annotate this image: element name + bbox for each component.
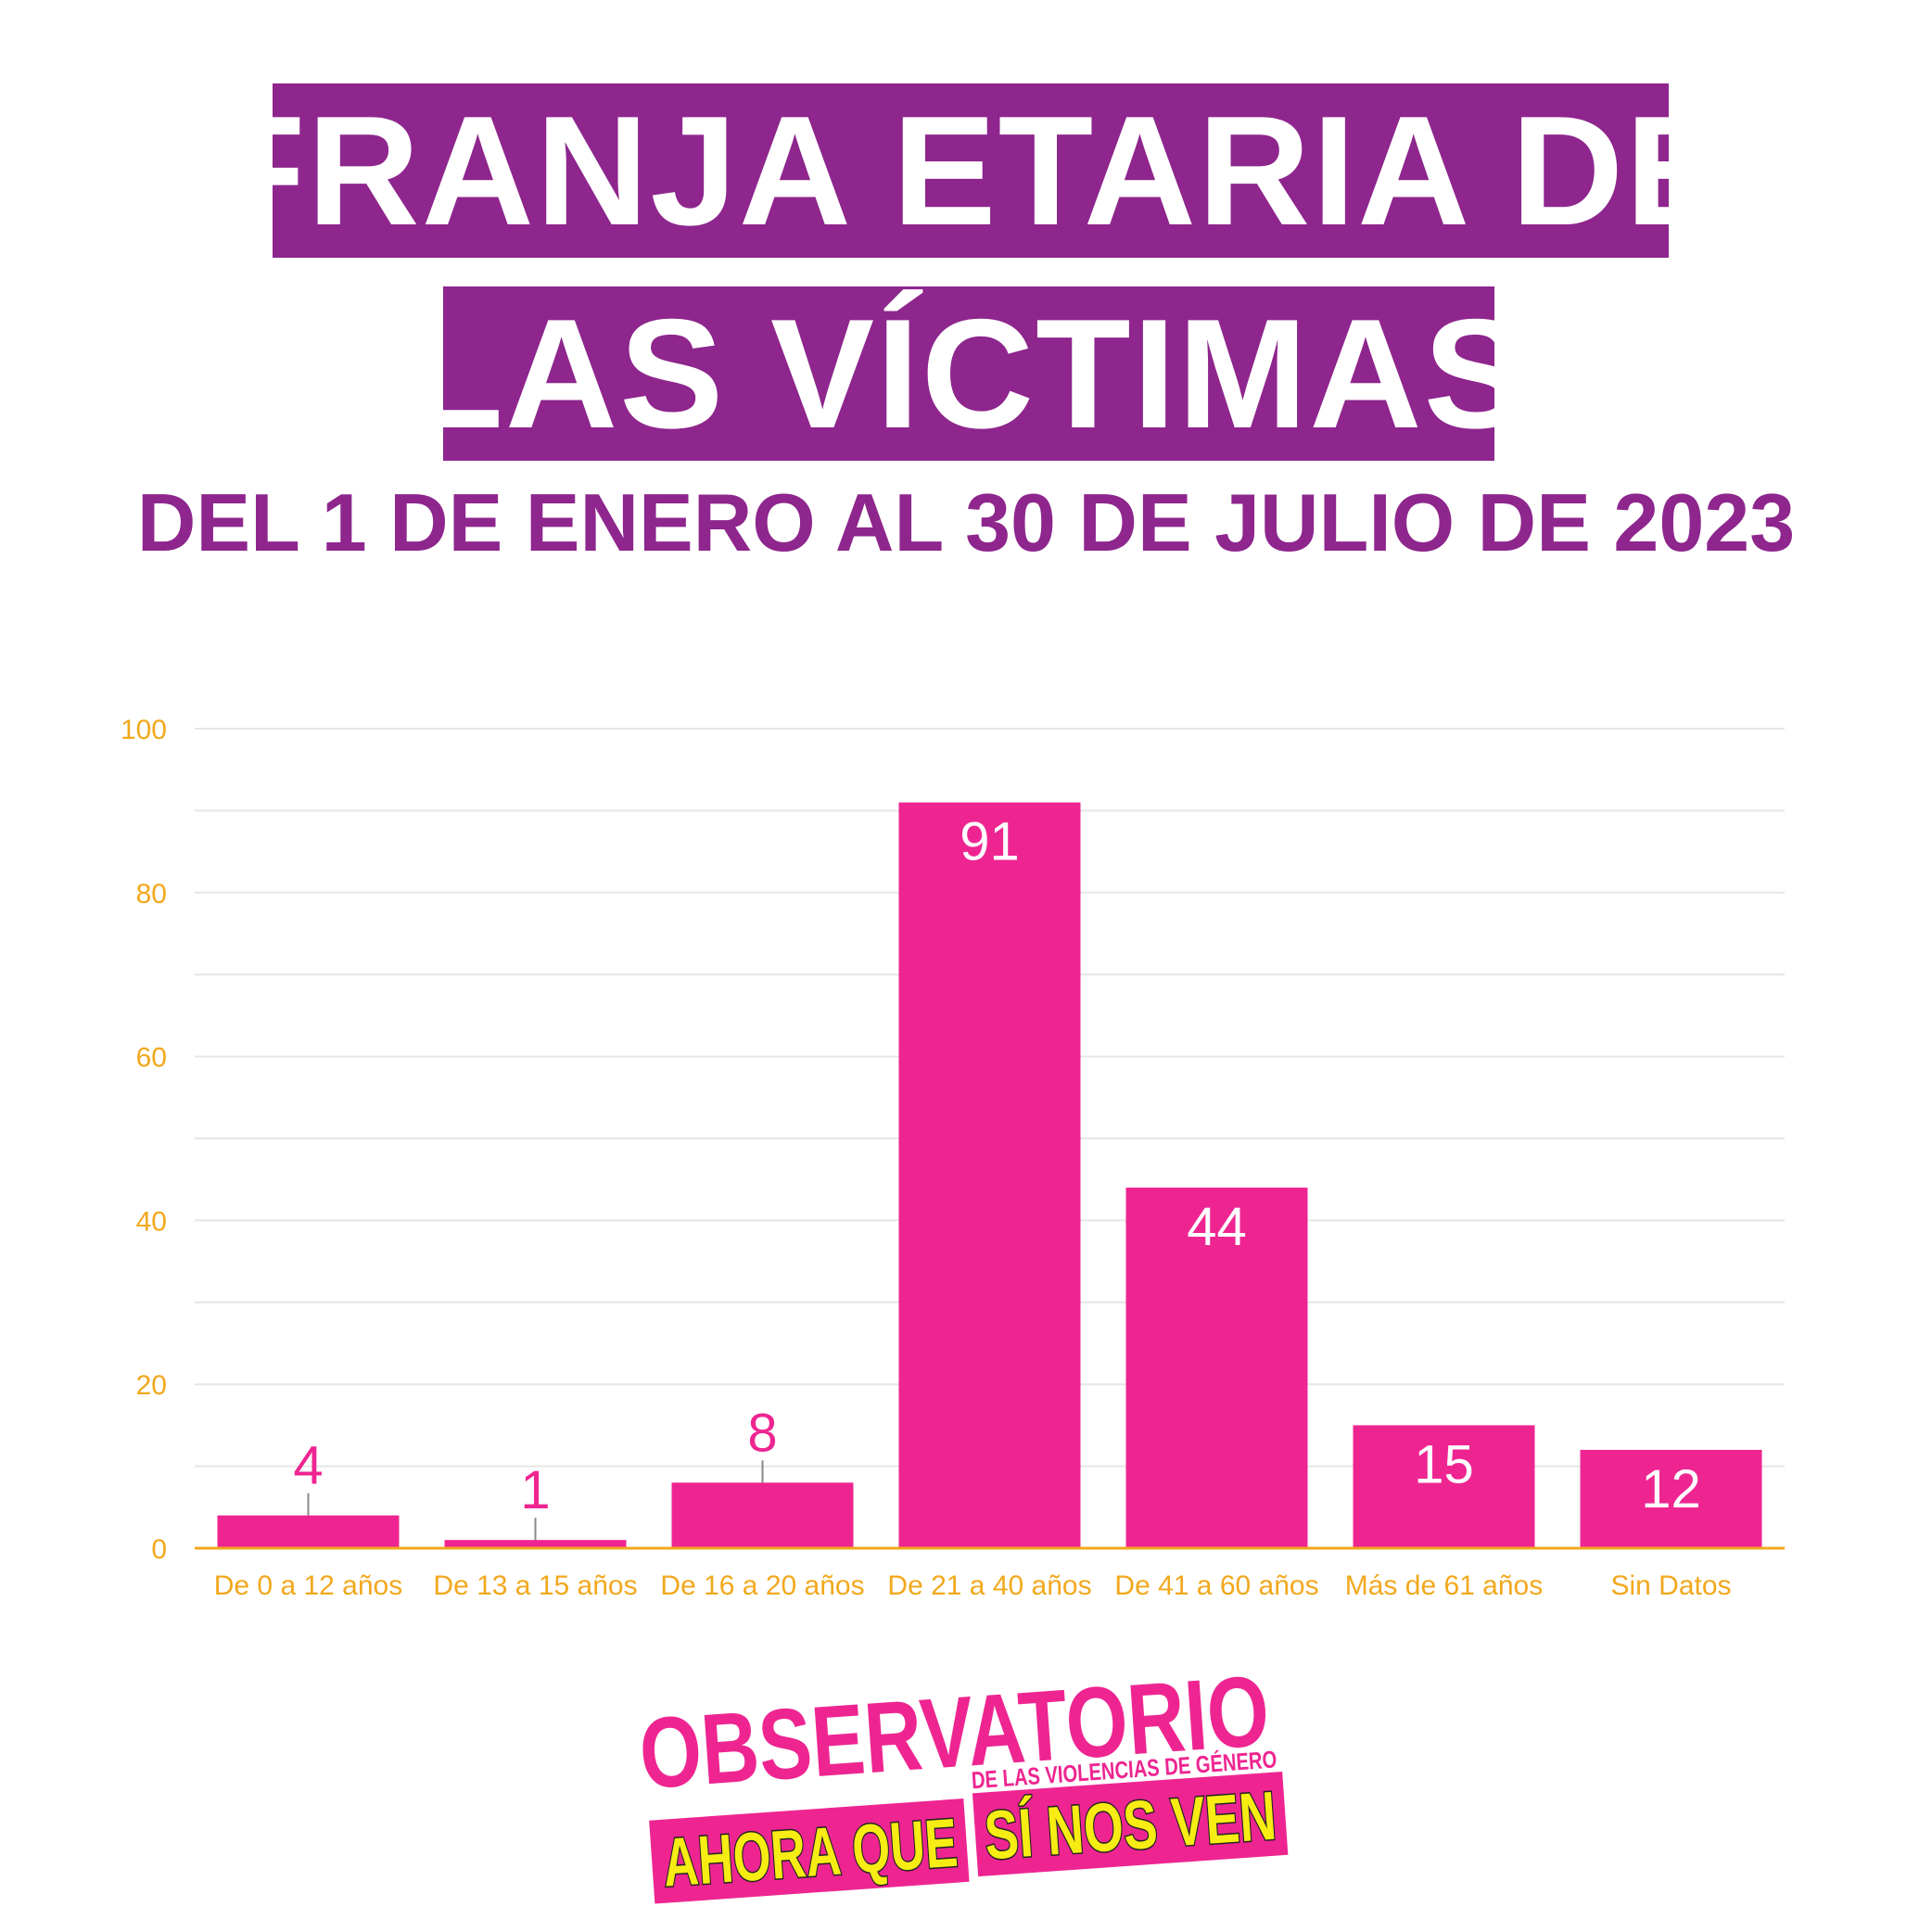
- x-axis-labels: De 0 a 12 años De 13 a 15 años De 16 a 20 …: [214, 1570, 1732, 1601]
- x-tick-label: Más de 61 años: [1345, 1570, 1543, 1601]
- logo-band-left: [649, 1799, 970, 1904]
- x-tick-label: De 13 a 15 años: [433, 1570, 637, 1601]
- y-tick-label: 20: [136, 1370, 167, 1401]
- bar: [1580, 1449, 1762, 1548]
- title-line-1: FRANJA ETARIA DE: [273, 83, 1669, 258]
- x-tick-label: De 21 a 40 años: [887, 1570, 1091, 1601]
- value-label: 15: [1414, 1434, 1474, 1494]
- y-tick-label: 100: [121, 715, 167, 745]
- bars: [217, 802, 1762, 1548]
- y-tick-label: 80: [136, 879, 167, 909]
- bar: [444, 1540, 627, 1548]
- title-line-2: LAS VÍCTIMAS: [443, 286, 1494, 461]
- bar: [1353, 1425, 1535, 1548]
- x-tick-label: De 0 a 12 años: [214, 1570, 402, 1601]
- logo-observatorio-text: OBSERVATORIO: [636, 1654, 1273, 1810]
- bar: [671, 1482, 854, 1548]
- value-label: 4: [293, 1436, 323, 1496]
- x-tick-label: De 16 a 20 años: [660, 1570, 864, 1601]
- value-label: 12: [1641, 1459, 1701, 1519]
- x-tick-label: Sin Datos: [1610, 1570, 1731, 1601]
- logo-ahora-que-text: AHORA QUE: [660, 1804, 960, 1901]
- y-tick-label: 40: [136, 1206, 167, 1237]
- value-label: 1: [520, 1460, 550, 1520]
- bar: [1125, 1188, 1308, 1548]
- bar: [898, 802, 1081, 1548]
- logo-band-right: [972, 1771, 1289, 1877]
- y-tick-label: 0: [151, 1534, 167, 1565]
- value-label: 44: [1187, 1197, 1247, 1257]
- value-labels: 4 1 8 91 44 15 12: [293, 812, 1701, 1541]
- logo-si-nos-ven-text: SÍ NOS VEN: [982, 1777, 1278, 1875]
- value-label: 91: [960, 812, 1020, 872]
- x-tick-label: De 41 a 60 años: [1114, 1570, 1318, 1601]
- bar: [217, 1515, 400, 1548]
- y-tick-label: 60: [136, 1043, 167, 1074]
- subtitle: DEL 1 DE ENERO AL 30 DE JULIO DE 2023: [136, 477, 1796, 568]
- y-axis-ticks: 0 20 40 60 80 100: [121, 715, 167, 1565]
- value-label: 8: [747, 1403, 777, 1463]
- logo-subtitle-text: DE LAS VIOLENCIAS DE GÉNERO: [971, 1745, 1277, 1794]
